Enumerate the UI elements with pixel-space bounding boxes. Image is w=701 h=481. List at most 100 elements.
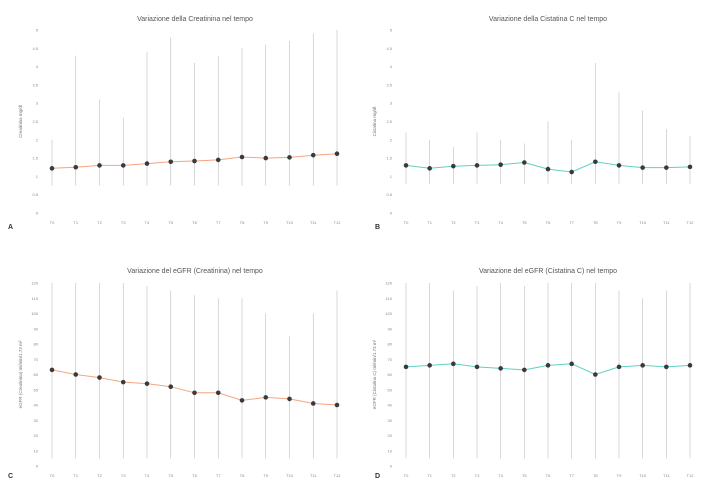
y-tick-label: 20 bbox=[34, 433, 39, 438]
x-tick-label: T9 bbox=[263, 473, 268, 478]
x-tick-label: T1 bbox=[427, 220, 432, 225]
y-tick-label: 2.5 bbox=[386, 119, 392, 124]
y-tick-label: 0 bbox=[36, 211, 39, 216]
data-point bbox=[144, 161, 150, 166]
y-tick-label: 60 bbox=[34, 372, 39, 377]
x-tick-label: T3 bbox=[121, 220, 126, 225]
x-tick-label: T9 bbox=[617, 220, 622, 225]
data-point bbox=[687, 164, 693, 170]
x-tick-label: T7 bbox=[216, 220, 221, 225]
data-point bbox=[427, 166, 432, 171]
x-tick-label: T9 bbox=[263, 220, 268, 225]
y-tick-label: 4 bbox=[390, 64, 393, 69]
data-point bbox=[569, 361, 574, 367]
y-tick-label: 0 bbox=[390, 211, 393, 216]
y-tick-label: 60 bbox=[388, 372, 393, 377]
y-tick-label: 1 bbox=[390, 174, 393, 179]
x-tick-label: T1 bbox=[73, 220, 78, 225]
x-tick-label: T4 bbox=[498, 473, 503, 478]
y-tick-label: 1 bbox=[36, 174, 39, 179]
chart-title: Variazione del eGFR (Creatinina) nel tem… bbox=[127, 268, 263, 275]
x-tick-label: T7 bbox=[569, 473, 574, 478]
y-tick-label: 70 bbox=[388, 357, 393, 362]
y-tick-label: 3.5 bbox=[32, 82, 38, 87]
y-axis-label: eGFR (Creatinina) ml/min/1.73 m² bbox=[18, 340, 23, 408]
y-tick-label: 90 bbox=[388, 326, 393, 331]
y-tick-label: 80 bbox=[34, 342, 39, 347]
y-tick-label: 0.5 bbox=[386, 192, 392, 197]
x-tick-label: T3 bbox=[475, 473, 480, 478]
x-tick-label: T6 bbox=[192, 473, 197, 478]
data-point bbox=[545, 363, 551, 368]
data-point bbox=[522, 160, 527, 165]
data-point bbox=[403, 163, 409, 168]
y-tick-label: 50 bbox=[388, 387, 393, 392]
y-tick-label: 3 bbox=[36, 101, 39, 106]
data-point bbox=[498, 162, 503, 167]
x-tick-label: T0 bbox=[404, 220, 409, 225]
y-tick-label: 100 bbox=[31, 311, 38, 316]
data-point bbox=[687, 363, 693, 368]
x-tick-label: T6 bbox=[546, 473, 551, 478]
y-tick-label: 40 bbox=[34, 403, 39, 408]
x-tick-label: T0 bbox=[50, 473, 55, 478]
data-point bbox=[569, 169, 574, 175]
data-point bbox=[263, 155, 269, 161]
data-point bbox=[310, 152, 316, 158]
x-tick-label: T2 bbox=[97, 220, 102, 225]
x-tick-label: T3 bbox=[475, 220, 480, 225]
y-tick-label: 40 bbox=[388, 403, 393, 408]
chart-title: Variazione della Creatinina nel tempo bbox=[137, 16, 253, 23]
y-tick-label: 10 bbox=[34, 448, 39, 453]
data-point bbox=[97, 375, 102, 380]
y-tick-label: 0.5 bbox=[32, 192, 38, 197]
data-point bbox=[403, 364, 409, 370]
data-point bbox=[49, 166, 55, 171]
y-tick-label: 5 bbox=[390, 28, 393, 33]
y-tick-label: 3 bbox=[390, 101, 393, 106]
x-tick-label: T8 bbox=[240, 220, 245, 225]
x-tick-label: T10 bbox=[286, 220, 294, 225]
x-tick-label: T12 bbox=[687, 473, 695, 478]
data-point bbox=[192, 158, 197, 164]
x-tick-label: T4 bbox=[145, 220, 150, 225]
data-point bbox=[593, 159, 598, 165]
data-point bbox=[73, 164, 79, 170]
x-tick-label: T7 bbox=[569, 220, 574, 225]
data-point bbox=[664, 364, 669, 370]
y-tick-label: 120 bbox=[385, 281, 392, 286]
data-point bbox=[168, 159, 174, 165]
y-tick-label: 120 bbox=[31, 281, 38, 286]
x-tick-label: T11 bbox=[663, 220, 670, 225]
data-point bbox=[593, 372, 598, 377]
data-point bbox=[215, 157, 221, 163]
x-tick-label: T5 bbox=[522, 220, 527, 225]
y-tick-label: 4 bbox=[36, 64, 39, 69]
chart-title: Variazione del eGFR (Cistatina C) nel te… bbox=[479, 268, 617, 275]
x-tick-label: T10 bbox=[639, 473, 647, 478]
data-point bbox=[49, 367, 55, 373]
y-tick-label: 110 bbox=[386, 296, 393, 301]
y-tick-label: 1.5 bbox=[32, 156, 38, 161]
panel-label: A bbox=[8, 224, 13, 231]
x-tick-label: T11 bbox=[310, 473, 317, 478]
x-tick-label: T6 bbox=[546, 220, 551, 225]
y-axis-label: Creatinina mg/dl bbox=[18, 105, 23, 138]
data-point bbox=[334, 151, 340, 157]
data-point bbox=[120, 163, 126, 168]
y-tick-label: 0 bbox=[390, 464, 393, 469]
data-point bbox=[144, 381, 150, 386]
data-point bbox=[616, 364, 622, 370]
data-point bbox=[451, 361, 456, 367]
data-point bbox=[239, 154, 245, 160]
x-tick-label: T10 bbox=[286, 473, 294, 478]
data-point bbox=[97, 163, 102, 168]
panel-label: B bbox=[375, 224, 380, 231]
x-tick-label: T2 bbox=[451, 220, 456, 225]
x-tick-label: T8 bbox=[593, 220, 598, 225]
x-tick-label: T11 bbox=[310, 220, 317, 225]
x-tick-label: T2 bbox=[97, 473, 102, 478]
x-tick-label: T12 bbox=[687, 220, 695, 225]
y-tick-label: 2 bbox=[390, 137, 393, 142]
